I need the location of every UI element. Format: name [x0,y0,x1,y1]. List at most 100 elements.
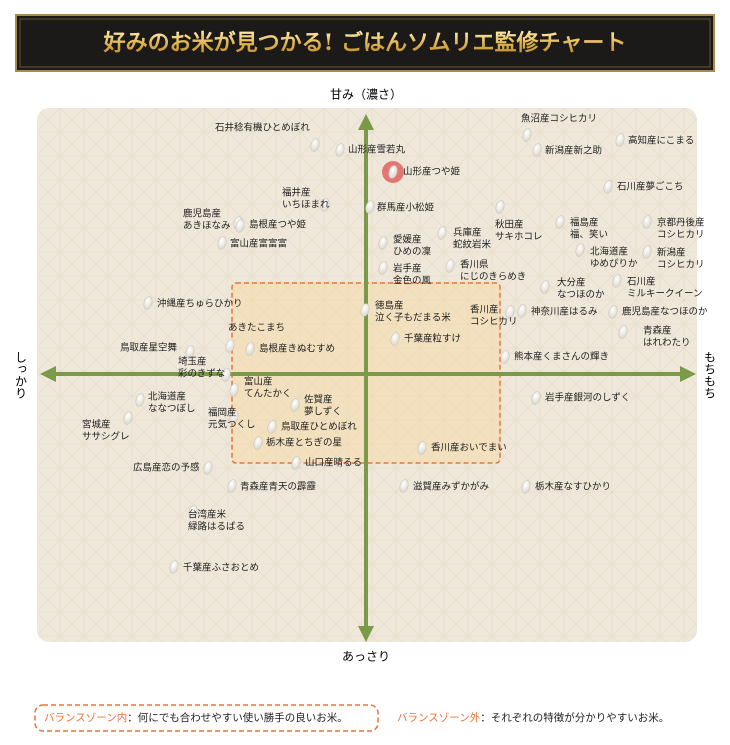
rice-grain [225,339,235,353]
rice-item: 香川産おいでまい [417,441,507,455]
rice-label: 鹿児島産 [183,208,221,220]
rice-label: ササシグレ [82,431,130,443]
rice-grain [290,398,300,412]
rice-grain [245,342,255,356]
rice-label: 夢しずく [304,406,342,418]
rice-label: 福島産 [570,217,599,229]
rice-label: 元気つくし [208,419,256,431]
rice-grain [169,560,179,574]
title: 好みのお米が見つかる! ごはんソムリエ監修チャート [103,30,627,56]
rice-item: 青森産青天の霹靂 [227,479,316,493]
rice-grain [123,411,133,425]
rice-grain [618,325,628,339]
rice-label: 広島産恋の予感 [133,462,200,474]
rice-grain [143,296,153,310]
rice-grain [417,441,427,455]
legend-outside-term: バランスゾーン外 [397,712,481,724]
rice-label: 島根産きぬむすめ [259,343,335,355]
rice-item: 山形産つや姫 [382,161,461,183]
rice-grain [378,261,388,275]
title-frame [19,18,711,68]
rice-item: 高知産にこまる [615,133,694,147]
rice-item: 富山産富富富 [217,236,287,250]
rice-label: 宮城産 [82,419,111,431]
rice-label: 神奈川産はるみ [531,306,598,318]
rice-grain [203,461,213,475]
rice-item: 鳥取産星空舞 [120,342,195,359]
rice-label: 京都丹後産 [657,217,705,229]
rice-grain [221,368,231,382]
rice-label: 鹿児島産なつほのか [622,306,708,318]
rice-grain [378,236,388,250]
legend-outside: バランスゾーン外：それぞれの特徴が分かりやすいお米。 [397,711,669,724]
rice-label: 福岡産 [208,407,237,419]
rice-label: 山形産つや姫 [403,166,461,178]
legend-outside-text: ：それぞれの特徴が分かりやすいお米。 [480,711,669,724]
rice-label: 高知産にこまる [628,135,694,147]
rice-label: 彩のきずな [178,369,225,380]
rice-grain [185,345,195,359]
rice-item: 神奈川産はるみ [517,304,598,318]
rice-label: 富山産 [244,376,273,388]
rice-label: 栃木産とちぎの星 [266,437,342,449]
rice-label: にじのきらめき [460,272,526,283]
rice-label: 千葉産ふさおとめ [183,562,259,574]
rice-label: 金色の風 [393,275,432,287]
rice-item: 岩手産銀河のしずく [531,391,630,405]
rice-label: 香川県 [460,260,489,271]
rice-label: ななつぼし [148,404,196,415]
rice-label: 鳥取産ひとめぼれ [281,421,357,433]
rice-grain [399,479,409,493]
rice-label: 石川産 [627,276,656,288]
rice-label: 徳島産 [375,300,404,312]
rice-label: 岩手産 [393,263,422,275]
rice-item: 群馬産小松姫 [365,200,435,214]
rice-item: 千葉産粒すけ [390,332,461,346]
rice-label: 新潟産 [657,247,686,259]
rice-label: 山形産雪若丸 [348,144,406,156]
rice-label: 岩手産銀河のしずく [545,392,630,404]
rice-item: 鳥取産ひとめぼれ [267,420,357,434]
rice-grain [603,180,613,194]
rice-label: 北海道産 [148,391,186,403]
rice-item: 石井稔有機ひとめぼれ [215,122,320,152]
rice-item: 沖縄産ちゅらひかり [143,296,243,310]
rice-grain [642,245,652,259]
rice-item: 千葉産ふさおとめ [169,560,259,574]
rice-grain [227,479,237,493]
rice-label: 石川産夢ごこち [617,181,684,193]
rice-grain [615,133,625,147]
rice-grain [445,259,455,273]
rice-label: 福、笑い [570,229,608,241]
axis-bottom: あっさり [342,650,390,664]
axis-right: もちもち [703,351,717,399]
rice-label: 愛媛産 [393,234,422,246]
rice-grain [267,420,277,434]
rice-item: 魚沼産コシヒカリ [521,113,597,142]
rice-grain [575,243,585,257]
arrow-left [40,366,56,382]
rice-label: 兵庫産 [453,227,482,239]
rice-grain [188,505,198,519]
rice-label: 熊本産くまさんの輝き [514,351,609,363]
rice-grain [360,303,370,317]
rice-grain [531,391,541,405]
rice-grain [388,165,398,179]
rice-grain [253,436,263,450]
rice-grain [135,393,145,407]
rice-label: 青森産青天の霹靂 [240,481,316,493]
